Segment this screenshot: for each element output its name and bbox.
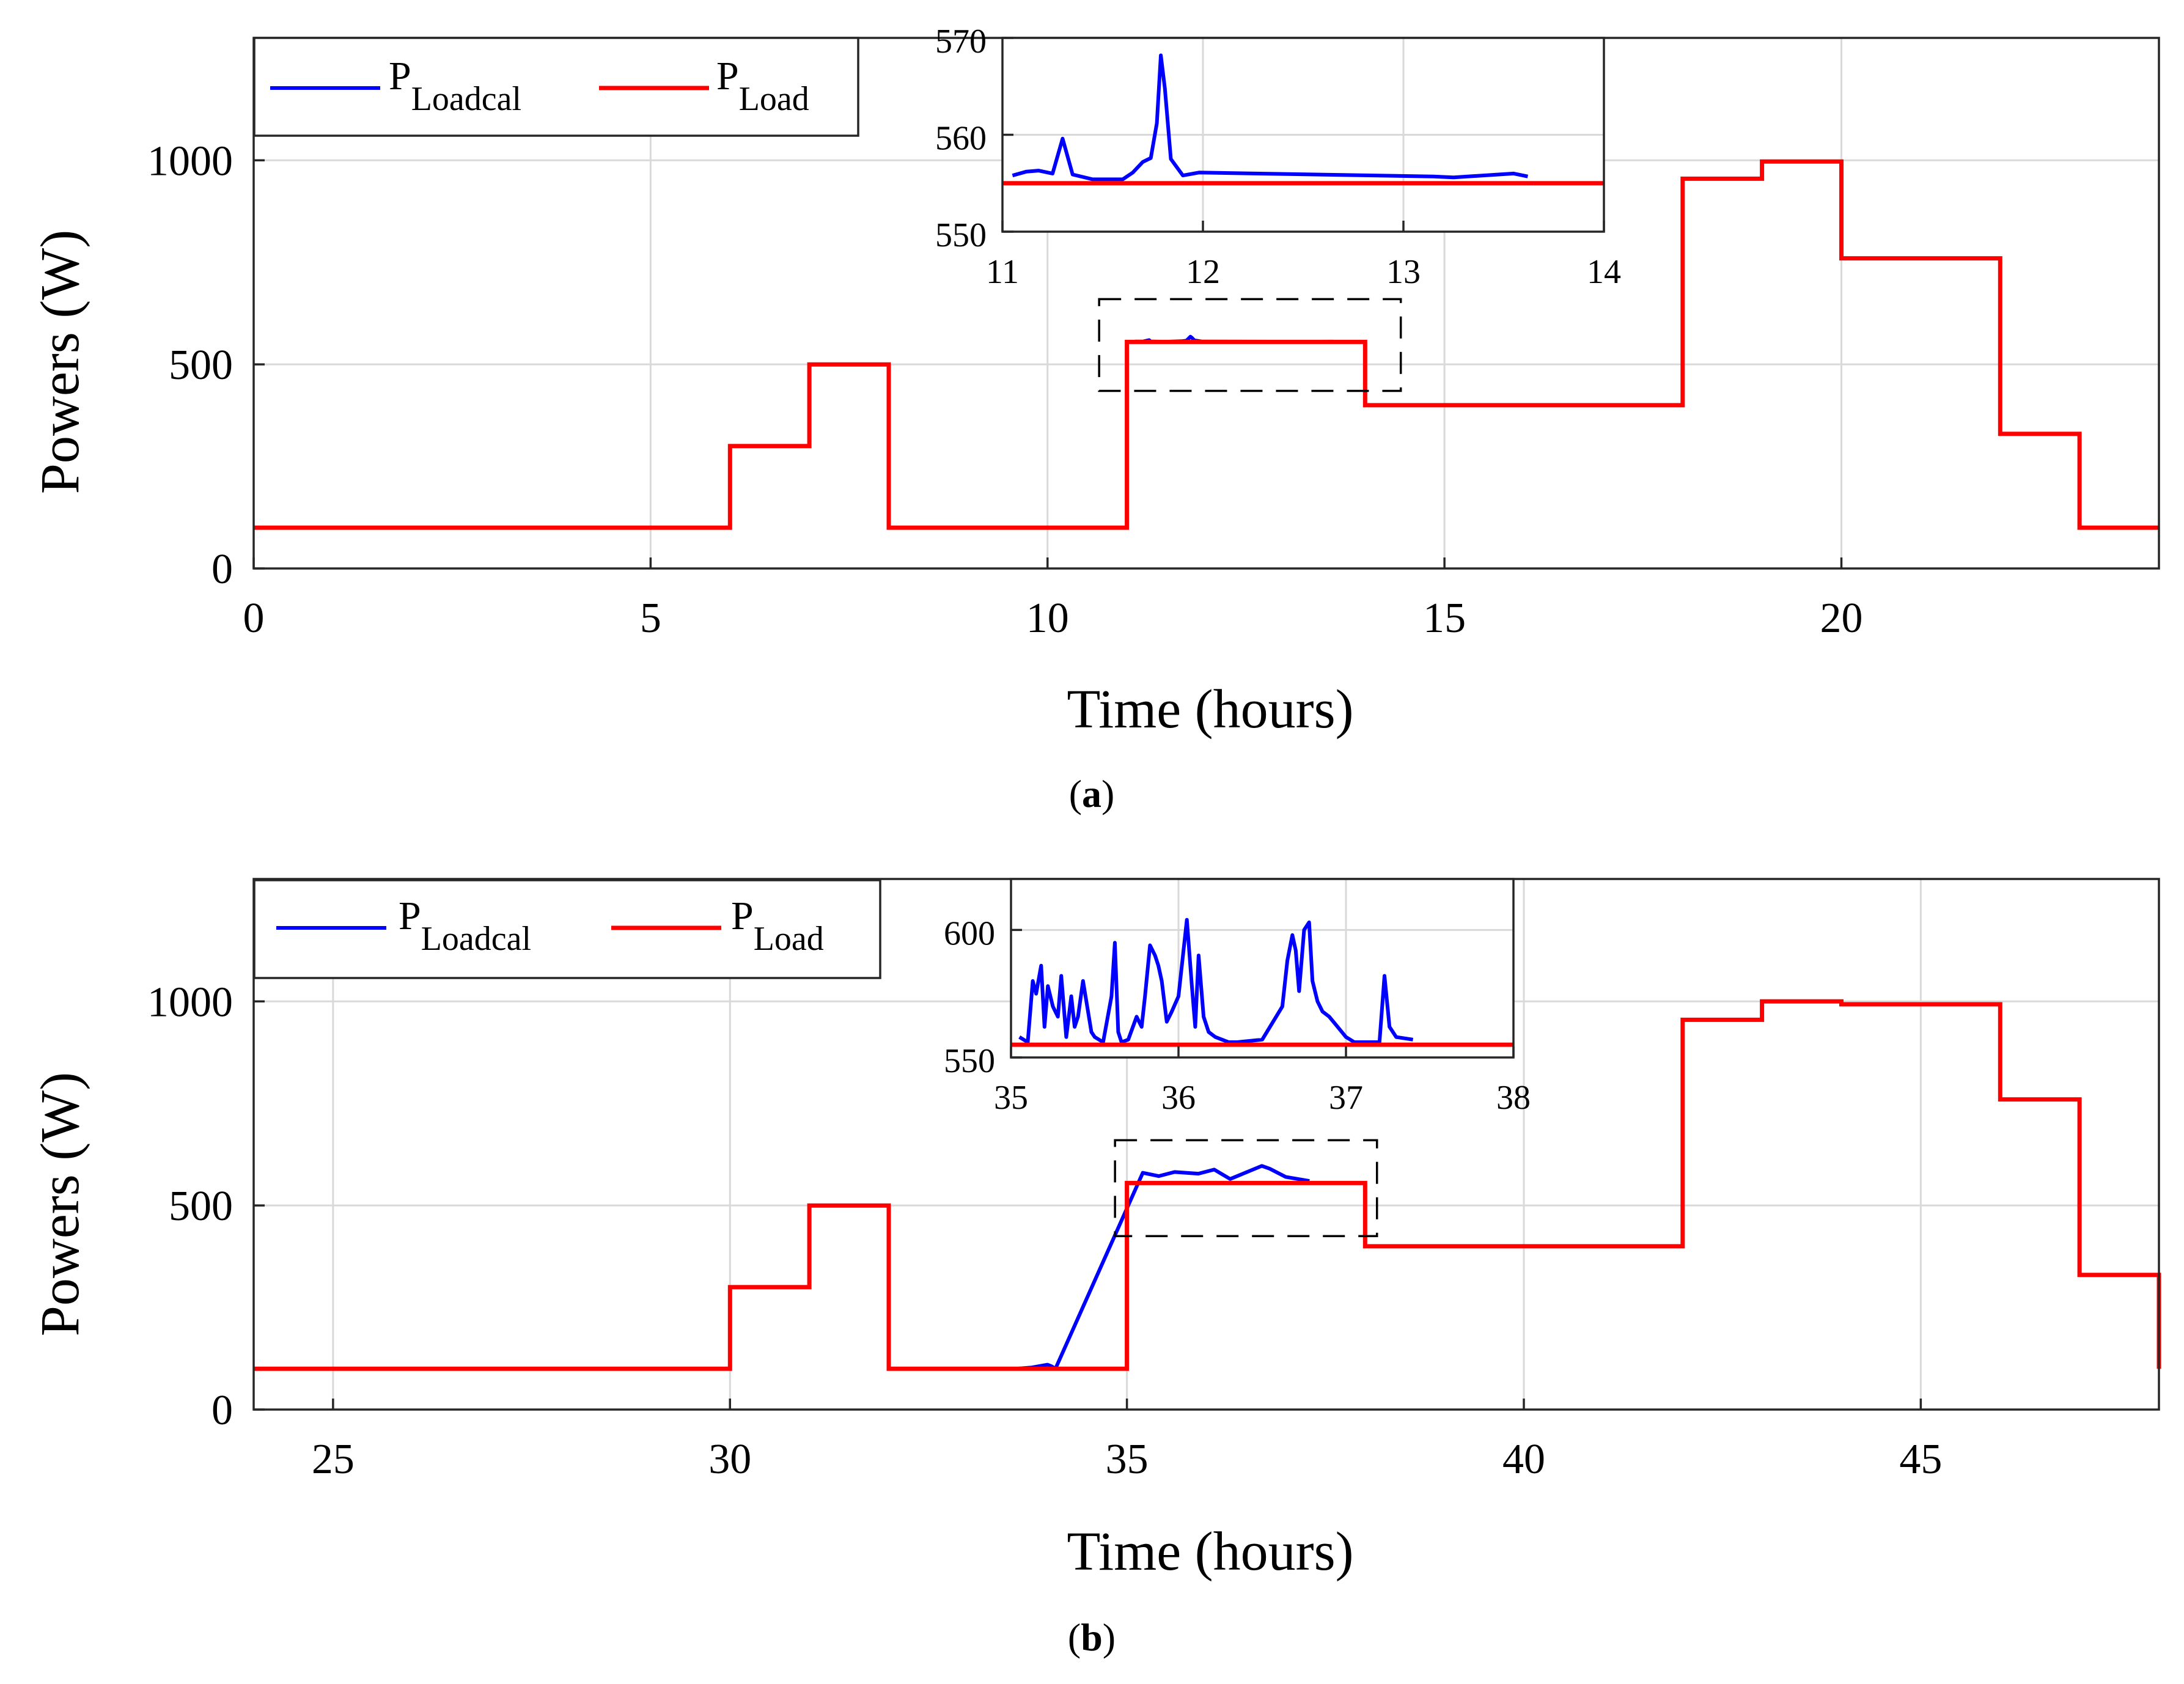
x-tick-label: 5 xyxy=(640,595,661,642)
panel-b-series xyxy=(254,999,2161,1371)
panel-a-ticks: 0 5 10 15 20 0 500 1000 xyxy=(147,138,1863,642)
y-tick-label: 560 xyxy=(935,120,987,158)
y-tick-label: 0 xyxy=(211,1387,233,1434)
series-p-loadcal xyxy=(1015,1164,1310,1371)
x-tick-label: 35 xyxy=(994,1079,1028,1117)
y-tick-label: 550 xyxy=(935,216,987,254)
x-tick-label: 40 xyxy=(1502,1436,1545,1483)
y-tick-label: 1000 xyxy=(147,979,233,1026)
inset-ticks: 11 12 13 14 550 560 570 xyxy=(935,23,1621,291)
panel-a-inset: 11 12 13 14 550 560 570 xyxy=(935,23,1621,291)
inset-grid xyxy=(1011,879,1513,1057)
series-p-load xyxy=(254,159,2159,530)
panel-b-zoom-box xyxy=(1114,1139,1378,1237)
x-tick-label: 10 xyxy=(1026,595,1069,642)
panel-b-y-axis-label: Powers (W) xyxy=(30,1072,90,1336)
inset-series xyxy=(1011,917,1513,1047)
x-tick-label: 11 xyxy=(986,253,1019,291)
x-tick-label: 30 xyxy=(708,1436,751,1483)
y-tick-label: 500 xyxy=(169,1183,233,1230)
x-tick-label: 36 xyxy=(1161,1079,1196,1117)
legend-label-load: PLoad xyxy=(731,894,824,958)
panel-b-x-axis-label: Time (hours) xyxy=(1067,1521,1353,1582)
series-p-loadcal xyxy=(1012,53,1529,182)
y-tick-label: 0 xyxy=(211,546,233,593)
x-tick-label: 15 xyxy=(1423,595,1466,642)
x-tick-label: 20 xyxy=(1820,595,1863,642)
panel-b-inset: 35 36 37 38 550 600 xyxy=(944,878,1531,1117)
x-tick-label: 0 xyxy=(243,595,265,642)
x-tick-label: 13 xyxy=(1386,253,1421,291)
y-tick-label: 570 xyxy=(935,23,987,61)
y-tick-label: 550 xyxy=(944,1042,995,1080)
panel-a-caption: (a) xyxy=(1069,772,1115,815)
y-tick-label: 600 xyxy=(944,914,995,952)
panel-a-series xyxy=(254,159,2159,530)
x-tick-label: 12 xyxy=(1186,253,1220,291)
panel-a-y-axis-label: Powers (W) xyxy=(30,230,90,494)
x-tick-label: 45 xyxy=(1899,1436,1942,1483)
x-tick-label: 35 xyxy=(1106,1436,1149,1483)
legend-label-loadcal: PLoadcal xyxy=(399,894,531,958)
panel-a-zoom-box xyxy=(1098,298,1402,392)
y-tick-label: 1000 xyxy=(147,138,233,185)
panel-b-legend: PLoadcal PLoad xyxy=(253,879,881,979)
legend-label-loadcal: PLoadcal xyxy=(389,54,521,118)
inset-ticks: 35 36 37 38 550 600 xyxy=(944,914,1531,1117)
panel-b: 25 30 35 40 45 0 500 1000 PLoadcal PLoad 35 36 37… xyxy=(30,878,2161,1659)
panel-a-x-axis-label: Time (hours) xyxy=(1067,679,1353,740)
inset-frame xyxy=(1010,878,1515,1059)
x-tick-label: 25 xyxy=(312,1436,355,1483)
inset-background xyxy=(1011,879,1513,1057)
x-tick-label: 37 xyxy=(1329,1079,1363,1117)
x-tick-label: 14 xyxy=(1587,253,1621,291)
x-tick-label: 38 xyxy=(1496,1079,1531,1117)
panel-b-caption: (b) xyxy=(1068,1616,1116,1659)
y-tick-label: 500 xyxy=(169,342,233,389)
series-p-load xyxy=(254,999,2161,1371)
series-p-loadcal xyxy=(1018,917,1414,1044)
panel-a-legend: PLoadcal PLoad xyxy=(253,37,859,137)
inset-series xyxy=(1002,53,1604,186)
legend-label-load: PLoad xyxy=(716,54,809,118)
inset-grid xyxy=(1002,38,1604,232)
panel-a: 0 5 10 15 20 0 500 1000 PLoadcal PLoad 11 12 13 14… xyxy=(30,23,2160,815)
panel-b-ticks: 25 30 35 40 45 0 500 1000 xyxy=(147,979,1942,1483)
